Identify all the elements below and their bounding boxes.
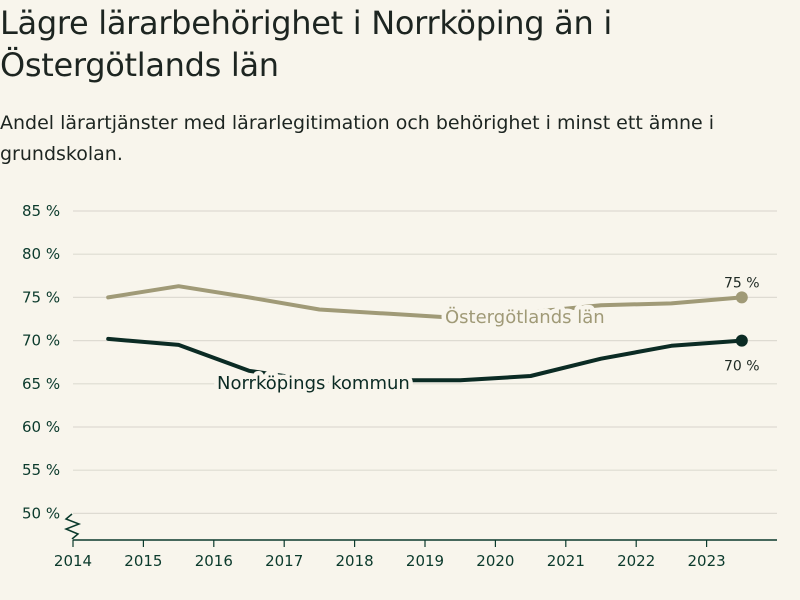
x-tick-label: 2018 — [336, 552, 374, 570]
end-value-label: 70 % — [724, 359, 760, 375]
x-tick-label: 2020 — [476, 552, 514, 570]
x-tick-label: 2023 — [688, 552, 726, 570]
x-tick-label: 2017 — [265, 552, 303, 570]
y-tick-label: 80 % — [22, 245, 60, 263]
x-axis: 2014 2015 2016 2017 2018 2019 2020 2021 2022 2023 — [54, 513, 777, 570]
y-axis-ticks: 50 % 55 % 60 % 65 % 70 % 75 % 80 % 85 % — [22, 202, 60, 522]
series-name-label: Norrköpings kommun — [217, 373, 410, 394]
y-tick-label: 60 % — [22, 418, 60, 436]
y-tick-label: 85 % — [22, 202, 60, 220]
y-tick-label: 55 % — [22, 461, 60, 479]
y-tick-label: 75 % — [22, 288, 60, 306]
chart-subtitle: Andel lärartjänster med lärarlegitimatio… — [0, 112, 715, 165]
x-tick-label: 2014 — [54, 552, 92, 570]
axis-break-icon — [63, 513, 82, 540]
y-tick-label: 65 % — [22, 375, 60, 393]
x-tick-label: 2019 — [406, 552, 444, 570]
x-tick-label: 2015 — [124, 552, 162, 570]
y-tick-label: 50 % — [22, 504, 60, 522]
x-tick-label: 2016 — [195, 552, 233, 570]
x-tick-label: 2022 — [617, 552, 655, 570]
ostergotland-end-dot — [735, 291, 748, 304]
chart-title: Lägre lärarbehörighet i Norrköping än i … — [0, 4, 612, 84]
series-labels: 75 % Östergötlands län 70 % Norrköpings kom… — [213, 275, 760, 398]
y-tick-label: 70 % — [22, 332, 60, 350]
series-line — [106, 284, 744, 321]
series-name-label: Östergötlands län — [445, 306, 605, 328]
norrkoping-end-dot — [735, 334, 748, 347]
series-line — [106, 336, 744, 384]
end-value-label: 75 % — [724, 275, 760, 291]
x-tick-label: 2021 — [547, 552, 585, 570]
series-lines — [106, 284, 748, 384]
grid-lines — [73, 210, 777, 515]
